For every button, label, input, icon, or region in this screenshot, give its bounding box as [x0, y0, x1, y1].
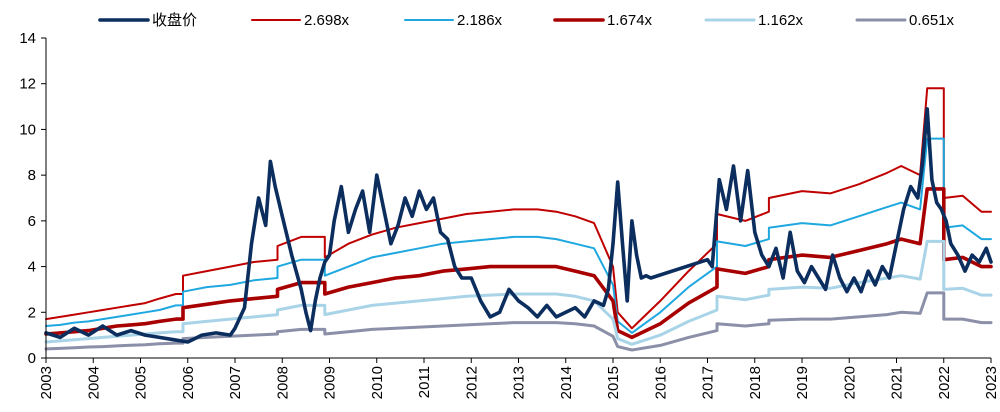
- legend-label-1: 2.698x: [304, 12, 350, 29]
- y-tick-label: 0: [28, 350, 36, 367]
- x-tick-label: 2010: [369, 366, 386, 399]
- x-tick-label: 2013: [511, 366, 528, 399]
- legend-label-4: 1.162x: [758, 12, 804, 29]
- x-tick-label: 2008: [274, 366, 291, 399]
- legend-label-2: 2.186x: [457, 12, 503, 29]
- x-tick-label: 2003: [38, 366, 55, 399]
- x-tick-label: 2023: [983, 366, 1000, 399]
- x-tick-label: 2022: [936, 366, 953, 399]
- series-line-4: [44, 239, 993, 346]
- series-line-2: [45, 137, 992, 334]
- legend-label-5: 0.651x: [909, 12, 955, 29]
- x-tick-label: 2005: [133, 366, 150, 399]
- y-tick-label: 14: [19, 30, 36, 47]
- y-tick-label: 8: [28, 167, 36, 184]
- axes-layer: 0 2 4 6 8 10 12 14 2003 2004 2005 2006 2007 2008 2009 2…: [19, 30, 1000, 399]
- x-tick-label: 2011: [416, 366, 433, 398]
- x-tick-label: 2014: [558, 366, 575, 399]
- legend-label-0: 收盘价: [152, 11, 197, 29]
- series-layer: [44, 87, 993, 352]
- y-tick-label: 4: [28, 259, 36, 276]
- series-line-0: [44, 107, 993, 344]
- y-tick-label: 6: [28, 213, 36, 230]
- x-tick-label: 2017: [700, 366, 717, 399]
- y-tick-label: 12: [19, 76, 36, 93]
- x-tick-label: 2006: [180, 366, 197, 399]
- x-tick-label: 2009: [322, 366, 339, 399]
- legend: 收盘价 2.698x 2.186x 1.674x 1.162x 0.651x: [98, 11, 955, 29]
- x-tick-label: 2018: [747, 366, 764, 399]
- x-tick-label: 2020: [841, 366, 858, 399]
- x-tick-label: 2004: [85, 366, 102, 399]
- y-tick-label: 10: [19, 121, 36, 138]
- x-tick-label: 2012: [463, 366, 480, 399]
- legend-label-3: 1.674x: [607, 12, 653, 29]
- series-line-5: [44, 291, 993, 352]
- y-tick-label: 2: [28, 304, 36, 321]
- series-line-1: [45, 87, 992, 330]
- x-tick-label: 2019: [794, 366, 811, 399]
- x-tick-label: 2016: [652, 366, 669, 399]
- series-line-3: [44, 187, 993, 340]
- x-tick-label: 2007: [227, 366, 244, 399]
- x-tick-label: 2021: [889, 366, 906, 399]
- x-tick-label: 2015: [605, 366, 622, 399]
